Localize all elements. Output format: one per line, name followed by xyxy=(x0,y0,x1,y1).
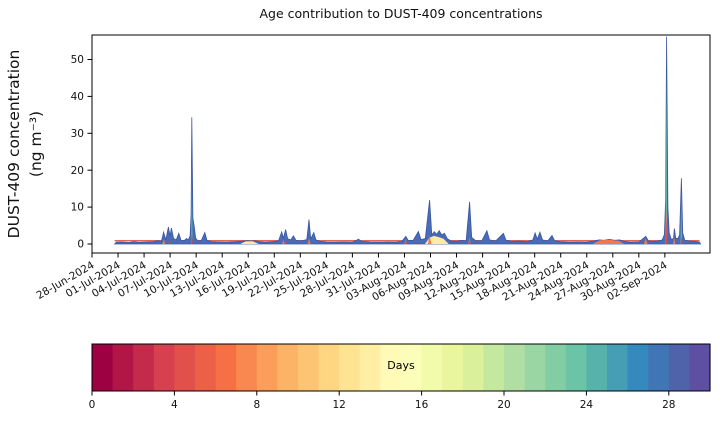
colorbar-segment xyxy=(92,344,114,391)
colorbar-tick-label: 24 xyxy=(580,399,594,411)
colorbar-label: Days xyxy=(387,359,415,372)
colorbar-tick-label: 28 xyxy=(662,399,675,411)
colorbar-segment xyxy=(380,344,402,391)
colorbar-segment xyxy=(648,344,670,391)
stack-layer-young-age-orange-area xyxy=(307,238,311,244)
colorbar-segment xyxy=(462,344,484,391)
stack-layer-young-age-orange-area xyxy=(427,235,432,244)
colorbar-segment xyxy=(483,344,505,391)
colorbar-segment xyxy=(318,344,340,391)
colorbar-segment xyxy=(256,344,278,391)
colorbar-segment xyxy=(153,344,175,391)
y-tick-label: 30 xyxy=(71,128,84,140)
y-tick-label: 40 xyxy=(71,91,84,103)
colorbar-segment xyxy=(586,344,608,391)
colorbar-segment xyxy=(339,344,361,391)
colorbar-tick-label: 4 xyxy=(171,399,178,411)
y-tick-label: 10 xyxy=(71,202,84,214)
chart-title: Age contribution to DUST-409 concentrati… xyxy=(259,6,543,21)
stack-layer-young-age-red-area xyxy=(666,217,668,244)
colorbar-tick-label: 20 xyxy=(497,399,510,411)
colorbar-tick-label: 0 xyxy=(89,399,96,411)
colorbar-segment xyxy=(298,344,320,391)
stack-layer-young-age-orange-area xyxy=(673,237,676,244)
colorbar-frame xyxy=(91,343,711,392)
stack-layer-young-age-red-area xyxy=(284,238,287,244)
y-axis-label-line1: DUST-409 concentration xyxy=(5,49,23,239)
colorbar-segment xyxy=(133,344,155,391)
stack-layer-young-age-red-area xyxy=(468,239,471,244)
colorbar-segment xyxy=(401,344,423,391)
colorbar-segment xyxy=(442,344,464,391)
stack-layer-young-age-red-area xyxy=(191,234,193,244)
stack-layer-old-age-total-area xyxy=(113,36,702,245)
colorbar-segment xyxy=(112,344,134,391)
colorbar-segment xyxy=(195,344,217,391)
y-axis-label-line2: (ng m⁻³) xyxy=(27,110,45,178)
colorbar-segment xyxy=(689,344,711,391)
colorbar-segment xyxy=(236,344,258,391)
stack-layer-young-age-red-area xyxy=(168,239,172,244)
colorbar-segment xyxy=(627,344,649,391)
colorbar-segment xyxy=(359,344,381,391)
stack-layer-young-age-orange-area xyxy=(592,239,625,244)
stack-layer-young-age-orange-area xyxy=(162,239,166,244)
colorbar-tick-label: 16 xyxy=(415,399,429,411)
colorbar-tick-label: 12 xyxy=(333,399,346,411)
y-tick-label: 20 xyxy=(71,165,84,177)
colorbar-segment xyxy=(668,344,690,391)
stack-layer-young-age-red-area xyxy=(680,235,683,244)
axes-frame xyxy=(91,34,711,254)
colorbar-segment xyxy=(277,344,299,391)
colorbar-segment xyxy=(524,344,546,391)
stack-layer-mid-age-teal-area xyxy=(191,162,193,244)
y-tick-label: 50 xyxy=(71,54,84,66)
stack-layer-young-age-red-area xyxy=(405,240,407,244)
stack-layer-mid-age-yellow-area xyxy=(240,241,259,244)
colorbar-segment xyxy=(215,344,237,391)
colorbar-tick-label: 8 xyxy=(253,399,260,411)
y-tick-label: 0 xyxy=(77,239,84,251)
colorbar-segment xyxy=(504,344,526,391)
colorbar-segment xyxy=(607,344,629,391)
stack-layer-young-age-orange-area xyxy=(644,238,648,244)
stack-layer-young-age-orange-area xyxy=(282,239,285,244)
colorbar-segment xyxy=(174,344,196,391)
stack-layer-mid-age-teal-area xyxy=(680,192,682,244)
colorbar-segment xyxy=(421,344,443,391)
stack-layer-mid-age-teal-area xyxy=(665,74,668,244)
colorbar-segment xyxy=(545,344,567,391)
colorbar-segment xyxy=(565,344,587,391)
y-axis-label: DUST-409 concentration (ng m⁻³) xyxy=(3,0,49,294)
